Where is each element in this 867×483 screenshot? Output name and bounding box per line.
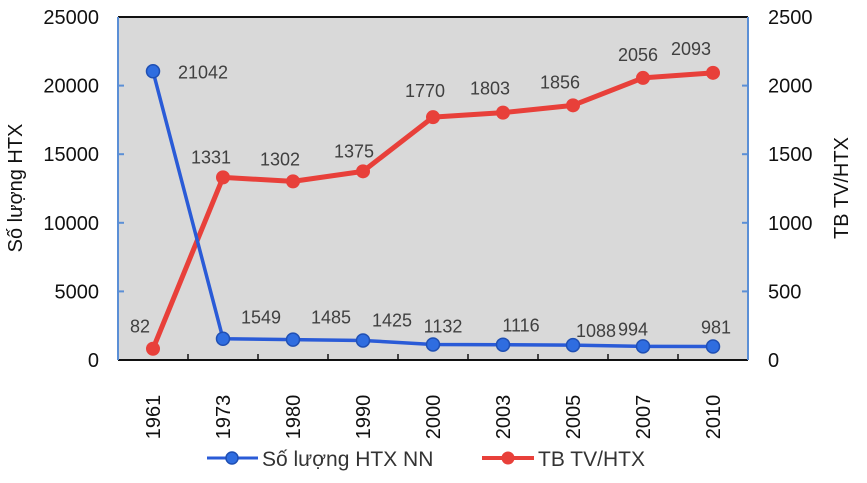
- red-data-point[interactable]: [286, 174, 300, 189]
- right-y-axis-ticks: 0 500 1000 1500 2000 2500: [742, 7, 813, 372]
- left-tick-label: 5000: [55, 281, 100, 303]
- left-tick-label: 15000: [43, 144, 99, 166]
- blue-data-label: 1116: [502, 316, 539, 336]
- left-y-axis-ticks: 0 5000 10000 15000 20000 25000: [43, 7, 124, 372]
- red-data-point[interactable]: [426, 110, 440, 125]
- red-data-label: 1302: [260, 149, 300, 169]
- blue-data-point[interactable]: [495, 337, 511, 352]
- right-tick-label: 2500: [768, 7, 813, 29]
- x-axis-ticks: 1961 1973 1980 1990 2000 2003 2005 2007 2010: [143, 354, 725, 439]
- right-tick-label: 500: [768, 281, 801, 303]
- red-data-label: 2093: [671, 39, 711, 59]
- blue-data-label: 1485: [311, 308, 351, 328]
- red-data-label: 1803: [470, 79, 510, 99]
- x-tick-label: 2003: [493, 395, 515, 440]
- left-tick-label: 20000: [43, 76, 99, 98]
- legend-item-tb-tv-htx[interactable]: TB TV/HTX: [482, 448, 645, 471]
- blue-data-point[interactable]: [425, 337, 441, 352]
- left-tick-label: 0: [88, 350, 99, 372]
- blue-data-point[interactable]: [635, 339, 651, 354]
- right-tick-label: 1500: [768, 144, 813, 166]
- legend-label: Số lượng HTX NN: [262, 448, 433, 471]
- blue-data-label: 1549: [241, 308, 281, 328]
- left-tick-label: 10000: [43, 213, 99, 235]
- blue-data-label: 21042: [178, 62, 228, 82]
- x-tick-label: 1973: [213, 395, 235, 440]
- blue-data-point[interactable]: [285, 332, 301, 347]
- red-data-label: 1331: [191, 147, 231, 167]
- red-data-point[interactable]: [146, 341, 160, 356]
- blue-data-label: 1088: [576, 321, 616, 341]
- x-tick-label: 1980: [283, 395, 305, 440]
- red-data-label: 1375: [334, 141, 374, 161]
- x-tick-label: 1990: [353, 395, 375, 440]
- circle-marker-icon: [501, 451, 515, 465]
- x-tick-label: 2005: [563, 395, 585, 440]
- red-data-label: 1770: [405, 81, 445, 101]
- right-axis-title: TB TV/HTX: [831, 137, 853, 239]
- legend-item-so-luong-htx-nn[interactable]: Số lượng HTX NN: [207, 448, 433, 471]
- left-tick-label: 25000: [43, 7, 99, 29]
- red-data-label: 82: [130, 317, 150, 337]
- legend-label: TB TV/HTX: [538, 448, 645, 471]
- x-tick-label: 2007: [633, 395, 655, 440]
- legend: Số lượng HTX NN TB TV/HTX: [207, 448, 645, 471]
- red-data-point[interactable]: [566, 98, 580, 113]
- left-axis-title: Số lượng HTX: [5, 124, 27, 253]
- blue-data-label: 1132: [424, 316, 463, 336]
- x-tick-label: 2000: [423, 395, 445, 440]
- blue-data-point[interactable]: [705, 339, 721, 354]
- x-tick-label: 2010: [703, 395, 725, 440]
- data-labels: 82 1331 1302 1375 1770 1803 1856 2056 2093 21042 1…: [130, 39, 731, 341]
- series-layer: [145, 64, 721, 356]
- red-data-label: 1856: [540, 72, 580, 92]
- blue-data-label: 1425: [372, 310, 412, 330]
- red-data-point[interactable]: [636, 70, 650, 85]
- blue-data-point[interactable]: [565, 337, 581, 353]
- red-data-label: 2056: [618, 45, 658, 65]
- red-data-point[interactable]: [216, 170, 230, 185]
- right-tick-label: 0: [768, 350, 779, 372]
- red-data-point[interactable]: [706, 65, 720, 80]
- blue-data-point[interactable]: [145, 64, 161, 79]
- blue-data-label: 981: [701, 318, 731, 338]
- blue-data-point[interactable]: [355, 333, 371, 348]
- red-data-point[interactable]: [496, 105, 510, 120]
- blue-data-point[interactable]: [215, 331, 231, 346]
- red-data-point[interactable]: [356, 164, 370, 179]
- right-tick-label: 2000: [768, 76, 813, 98]
- blue-data-label: 994: [618, 319, 648, 339]
- x-tick-label: 1961: [143, 395, 165, 440]
- circle-marker-icon: [225, 451, 239, 465]
- right-tick-label: 1000: [768, 213, 813, 235]
